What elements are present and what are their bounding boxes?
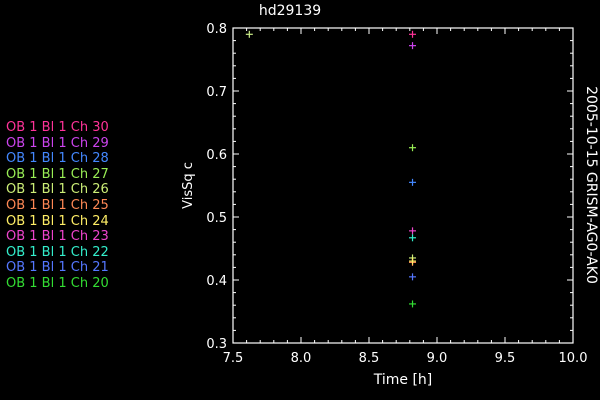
y-tick-label: 0.8	[206, 22, 227, 37]
legend-entry: OB 1 Bl 1 Ch 26	[6, 182, 109, 198]
data-point-series-9	[409, 273, 417, 281]
data-point-series-2	[409, 178, 417, 186]
x-tick-label: 10.0	[559, 351, 588, 366]
x-axis-label: Time [h]	[373, 372, 433, 388]
data-point-series-10	[409, 300, 417, 308]
x-tick-label: 7.5	[223, 351, 244, 366]
y-axis-label: VisSq c	[181, 162, 196, 209]
legend-entry: OB 1 Bl 1 Ch 24	[6, 213, 109, 229]
y-tick-label: 0.6	[206, 148, 227, 163]
y-tick-label: 0.5	[206, 211, 227, 226]
legend-entry: OB 1 Bl 1 Ch 25	[6, 197, 109, 213]
legend: OB 1 Bl 1 Ch 30 OB 1 Bl 1 Ch 29 OB 1 Bl 1 …	[6, 120, 109, 292]
y-tick-label: 0.7	[206, 85, 227, 100]
axes: 7.5 8.0 8.5 9.0 9.5 10.0 0.3 0.4 0.5 0.6 0.7 0.8	[206, 22, 587, 366]
y-tick-label: 0.4	[206, 274, 227, 289]
legend-entry: OB 1 Bl 1 Ch 20	[6, 275, 109, 291]
data-point-series-6	[409, 257, 417, 265]
data-point-series-1	[409, 42, 417, 50]
y-tick-label: 0.3	[206, 337, 227, 352]
legend-entry: OB 1 Bl 1 Ch 22	[6, 244, 109, 260]
legend-entry: OB 1 Bl 1 Ch 23	[6, 229, 109, 245]
data-points	[245, 30, 417, 308]
plot-frame	[232, 27, 574, 344]
x-tick-label: 8.0	[291, 351, 312, 366]
data-point-series-0	[409, 30, 417, 38]
chart-title: hd29139	[259, 3, 321, 19]
side-label: 2005-10-15 GRISM-AG0-AK0	[583, 86, 599, 284]
legend-entry: OB 1 Bl 1 Ch 27	[6, 166, 109, 182]
legend-entry: OB 1 Bl 1 Ch 30	[6, 120, 109, 135]
data-point-extra	[245, 30, 253, 38]
chart-labels: hd29139 Time [h] VisSq c 2005-10-15 GRISM-A…	[181, 3, 599, 388]
x-tick-label: 8.5	[359, 351, 380, 366]
x-tick-label: 9.5	[495, 351, 516, 366]
x-tick-label: 9.0	[427, 351, 448, 366]
data-point-series-8	[409, 234, 417, 242]
legend-entry: OB 1 Bl 1 Ch 28	[6, 151, 109, 167]
data-point-series-3	[409, 144, 417, 152]
legend-entry: OB 1 Bl 1 Ch 29	[6, 135, 109, 151]
legend-entry: OB 1 Bl 1 Ch 21	[6, 260, 109, 276]
data-point-series-7	[409, 227, 417, 235]
